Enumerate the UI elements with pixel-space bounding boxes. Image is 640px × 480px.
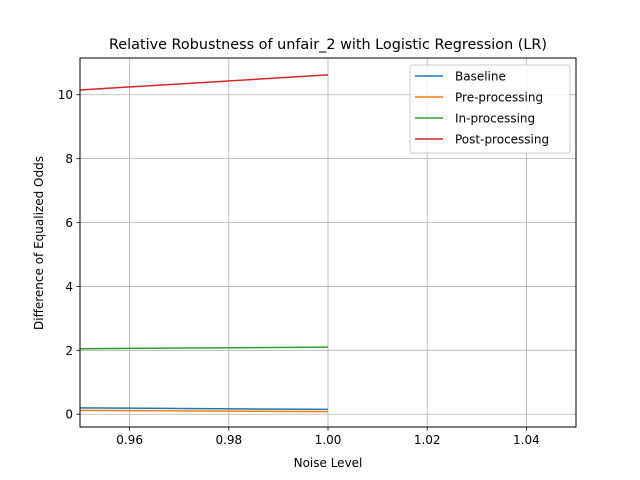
series-lines [79, 74, 329, 413]
x-tick-label: 0.98 [215, 433, 242, 447]
y-tick-label: 8 [65, 152, 73, 166]
series-line-baseline [79, 407, 329, 411]
x-tick-label: 1.00 [315, 433, 342, 447]
y-tick-label: 4 [65, 280, 73, 294]
x-axis-label: Noise Level [294, 456, 363, 470]
legend-label: In-processing [455, 112, 535, 126]
legend-label: Post-processing [455, 133, 549, 147]
chart-title: Relative Robustness of unfair_2 with Log… [109, 37, 547, 53]
legend-label: Pre-processing [455, 91, 543, 105]
grid [80, 58, 576, 427]
legend-label: Baseline [455, 70, 506, 84]
x-tick-label: 0.96 [116, 433, 143, 447]
legend-box [409, 64, 571, 154]
y-axis-label: Difference of Equalized Odds [32, 156, 46, 330]
y-tick-label: 0 [65, 408, 73, 422]
series-line-pre-processing [79, 409, 329, 413]
x-tick-label: 1.02 [414, 433, 441, 447]
series-line-post-processing [79, 74, 329, 91]
x-tick-label: 1.04 [513, 433, 540, 447]
axis-ticks: 0.96 0.98 1.00 1.02 1.04 0 2 4 6 8 10 [58, 88, 540, 447]
y-tick-label: 6 [65, 216, 73, 230]
y-tick-label: 10 [58, 88, 73, 102]
y-tick-label: 2 [65, 344, 73, 358]
legend: Baseline Pre-processing In-processing Post-… [409, 64, 571, 154]
series-line-in-processing [79, 346, 329, 350]
